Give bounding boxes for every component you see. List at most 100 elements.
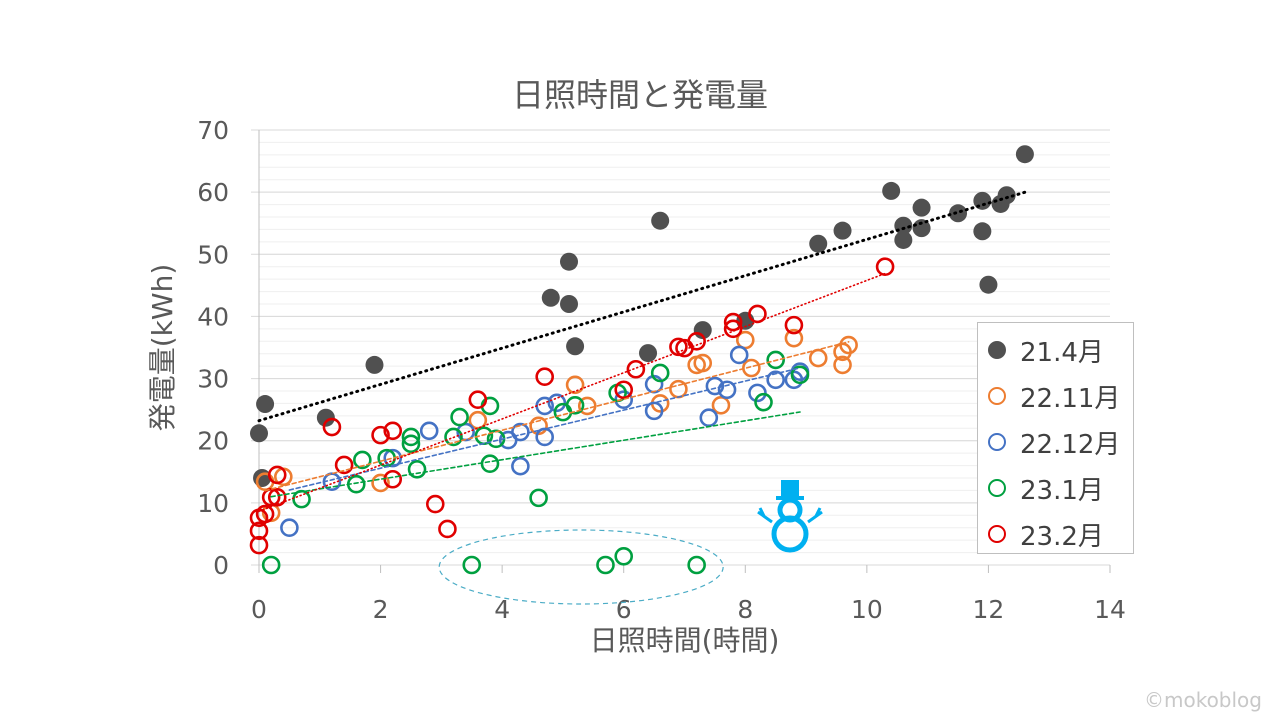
data-point	[353, 450, 372, 470]
legend-label: 22.12月	[1020, 429, 1121, 460]
snowman-hat-brim	[776, 496, 804, 500]
trendline-1	[264, 341, 850, 492]
y-tick-label: 50	[197, 240, 229, 269]
data-point	[249, 535, 269, 555]
data-point	[949, 204, 968, 223]
data-point	[560, 295, 579, 313]
legend-label: 23.1月	[1020, 475, 1104, 506]
data-point	[462, 555, 482, 575]
snowman-arms	[757, 507, 823, 524]
series-2	[280, 345, 810, 538]
legend-marker-icon	[988, 387, 1006, 405]
legend-item: 22.11月	[978, 373, 1133, 419]
data-point	[912, 198, 931, 217]
data-point	[250, 424, 268, 443]
data-point	[833, 355, 852, 375]
legend-label: 23.2月	[1020, 521, 1104, 552]
data-point	[261, 555, 281, 575]
legend-label: 21.4月	[1020, 337, 1104, 368]
x-axis-label: 日照時間(時間)	[590, 624, 780, 657]
data-point	[809, 234, 828, 253]
data-point	[650, 363, 670, 383]
x-tick-label: 8	[737, 595, 753, 624]
x-tick-label: 0	[251, 595, 267, 624]
legend-label: 22.11月	[1020, 383, 1121, 414]
legend-marker-icon	[988, 479, 1006, 497]
trendline-4	[258, 272, 886, 513]
x-tick-label: 6	[616, 595, 632, 624]
data-point	[566, 337, 585, 356]
data-point	[912, 219, 931, 238]
data-point	[748, 383, 767, 403]
data-point	[253, 469, 272, 487]
data-point	[784, 328, 804, 348]
data-point	[808, 348, 828, 368]
data-point	[639, 344, 658, 363]
trendline-2	[288, 367, 801, 491]
data-point	[687, 555, 706, 575]
legend-marker-icon	[988, 525, 1006, 543]
data-point	[565, 395, 585, 415]
x-tick-label: 14	[1094, 595, 1126, 624]
data-point	[541, 288, 560, 307]
legend-item: 21.4月	[978, 327, 1133, 373]
series-3	[261, 350, 810, 575]
data-point	[875, 257, 895, 277]
data-point	[256, 395, 275, 414]
trendline-0	[257, 190, 1027, 423]
data-point	[651, 211, 670, 230]
data-point	[1015, 145, 1034, 164]
y-tick-label: 20	[197, 427, 229, 456]
y-tick-label: 70	[197, 116, 229, 145]
data-point	[742, 358, 761, 378]
x-tick-label: 12	[973, 595, 1005, 624]
data-point	[979, 275, 998, 294]
data-point	[267, 465, 287, 485]
x-tick-label: 2	[373, 595, 389, 624]
data-point	[626, 359, 646, 379]
data-point	[560, 252, 579, 271]
x-tick-label: 10	[851, 595, 883, 624]
data-point	[833, 221, 852, 240]
data-point	[693, 353, 713, 373]
data-point	[468, 410, 488, 430]
legend-marker-icon	[988, 433, 1006, 451]
data-point	[444, 427, 463, 447]
data-point	[438, 519, 457, 539]
data-point	[766, 350, 785, 370]
data-point	[401, 434, 421, 454]
legend-marker-icon	[988, 341, 1006, 359]
data-point	[784, 315, 804, 335]
data-point	[535, 367, 554, 387]
data-point	[365, 355, 384, 374]
y-tick-label: 60	[197, 178, 229, 207]
data-point	[614, 546, 634, 566]
data-point	[316, 408, 335, 427]
trendline-3	[270, 411, 801, 498]
data-point	[480, 454, 500, 474]
chart-title: 日照時間と発電量	[511, 76, 768, 114]
data-point	[547, 393, 567, 413]
data-point	[699, 408, 719, 428]
legend-item: 22.12月	[978, 419, 1133, 465]
data-point	[407, 459, 427, 479]
data-point	[596, 555, 615, 575]
y-tick-label: 10	[197, 489, 229, 518]
data-point	[565, 375, 585, 395]
data-point	[729, 345, 749, 365]
data-point	[790, 365, 810, 385]
data-point	[371, 425, 390, 445]
data-point	[425, 494, 445, 514]
data-point	[882, 181, 901, 200]
data-point	[450, 407, 469, 427]
data-point	[280, 518, 299, 538]
data-point	[973, 222, 992, 241]
data-point	[669, 379, 688, 399]
legend-item: 23.2月	[978, 511, 1133, 557]
data-point	[267, 487, 287, 507]
data-point	[754, 392, 773, 412]
data-point	[614, 380, 634, 400]
snowman-body	[771, 515, 809, 553]
data-point	[255, 504, 275, 524]
